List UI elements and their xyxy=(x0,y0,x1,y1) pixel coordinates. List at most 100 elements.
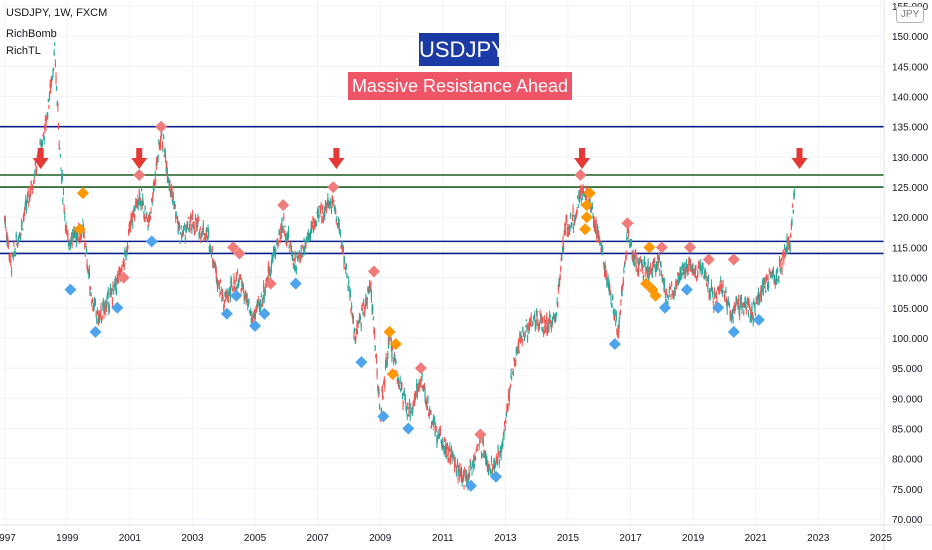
candle-body xyxy=(734,305,737,308)
candle-body xyxy=(474,457,477,460)
signal-red-diamond xyxy=(414,362,427,375)
candle-body xyxy=(610,306,613,308)
candle-body xyxy=(375,356,377,358)
candle-body xyxy=(573,227,575,229)
candle-body xyxy=(767,277,769,280)
price-tick-label: 80.000 xyxy=(892,455,923,466)
candle-body xyxy=(716,289,719,291)
indicator-richbomb[interactable]: RichBomb xyxy=(6,28,57,40)
candle-body xyxy=(430,411,432,415)
symbol-header[interactable]: USDJPY, 1W, FXCM xyxy=(6,7,108,19)
candle-body xyxy=(181,235,183,239)
time-tick-label: 2005 xyxy=(244,533,267,544)
candle-body xyxy=(549,315,551,317)
signal-blue-diamond xyxy=(402,422,415,435)
candle-body xyxy=(435,428,437,430)
candle-body xyxy=(732,318,734,323)
candle-body xyxy=(108,302,110,312)
candle-body xyxy=(8,254,10,257)
candle-body xyxy=(532,317,535,319)
candle-body xyxy=(128,229,130,234)
candle-body xyxy=(594,223,597,230)
candle-body xyxy=(198,231,200,239)
candle-body xyxy=(97,321,99,324)
candle-body xyxy=(341,244,343,249)
currency-badge[interactable]: JPY xyxy=(896,6,924,23)
candle-body xyxy=(470,463,472,468)
candle-body xyxy=(632,257,634,263)
candle-body xyxy=(788,244,791,248)
time-tick-label: 1999 xyxy=(56,533,79,544)
candle-body xyxy=(452,455,454,457)
candle-body xyxy=(211,246,213,252)
candle-body xyxy=(426,406,429,411)
candle-body xyxy=(465,475,468,481)
candle-body xyxy=(319,212,321,214)
candle-body xyxy=(194,231,196,235)
candle-body xyxy=(126,246,128,253)
candle-body xyxy=(365,300,368,305)
candle-body xyxy=(563,247,565,250)
candle-body xyxy=(361,303,363,307)
candle-body xyxy=(750,315,752,320)
candle-body xyxy=(69,240,71,246)
candle-body xyxy=(547,324,549,332)
candle-body xyxy=(96,310,98,315)
candle-body xyxy=(85,248,88,252)
candle-body xyxy=(713,290,716,296)
candle-body xyxy=(309,231,312,239)
candle-body xyxy=(727,301,729,306)
candle-body xyxy=(777,279,779,281)
candle-body xyxy=(506,406,508,410)
candle-body xyxy=(780,267,782,270)
candle-body xyxy=(288,246,290,249)
candle-body xyxy=(374,345,376,350)
candle-body xyxy=(413,398,415,407)
candle-body xyxy=(214,262,216,264)
candle-body xyxy=(218,280,220,282)
candle-body xyxy=(599,242,601,244)
candle-body xyxy=(682,268,685,271)
candle-body xyxy=(662,278,664,282)
candle-body xyxy=(404,398,407,404)
candle-body xyxy=(391,346,394,350)
candle-body xyxy=(330,204,332,206)
candle-body xyxy=(247,305,249,307)
candle-body xyxy=(336,219,338,221)
candle-body xyxy=(630,241,633,247)
time-tick-label: 1997 xyxy=(0,533,16,544)
candle-body xyxy=(29,188,32,195)
candle-body xyxy=(330,210,333,212)
candle-body xyxy=(663,287,665,290)
candle-body xyxy=(772,273,774,279)
candle-body xyxy=(458,464,460,468)
candle-body xyxy=(500,449,502,457)
candle-body xyxy=(348,286,350,288)
candle-body xyxy=(513,357,515,359)
candle-body xyxy=(434,431,436,436)
candle-body xyxy=(612,311,614,313)
candle-body xyxy=(236,287,238,291)
candle-body xyxy=(482,454,484,456)
candle-body xyxy=(362,301,365,303)
candle-body xyxy=(424,390,426,399)
candle-body xyxy=(176,216,178,218)
candle-body xyxy=(174,203,176,209)
candle-body xyxy=(155,180,157,182)
candle-body xyxy=(480,452,483,455)
candle-body xyxy=(697,270,699,277)
candle-body xyxy=(588,199,590,201)
indicator-richtl[interactable]: RichTL xyxy=(6,45,41,57)
candle-body xyxy=(224,294,227,299)
candle-body xyxy=(31,188,33,190)
candle-body xyxy=(718,286,720,293)
candle-body xyxy=(195,222,197,232)
candle-body xyxy=(546,329,548,336)
time-tick-label: 2009 xyxy=(369,533,392,544)
candle-body xyxy=(488,463,490,469)
candle-body xyxy=(363,312,365,314)
candle-body xyxy=(250,309,252,315)
candle-body xyxy=(24,205,26,207)
candle-body xyxy=(596,231,598,239)
